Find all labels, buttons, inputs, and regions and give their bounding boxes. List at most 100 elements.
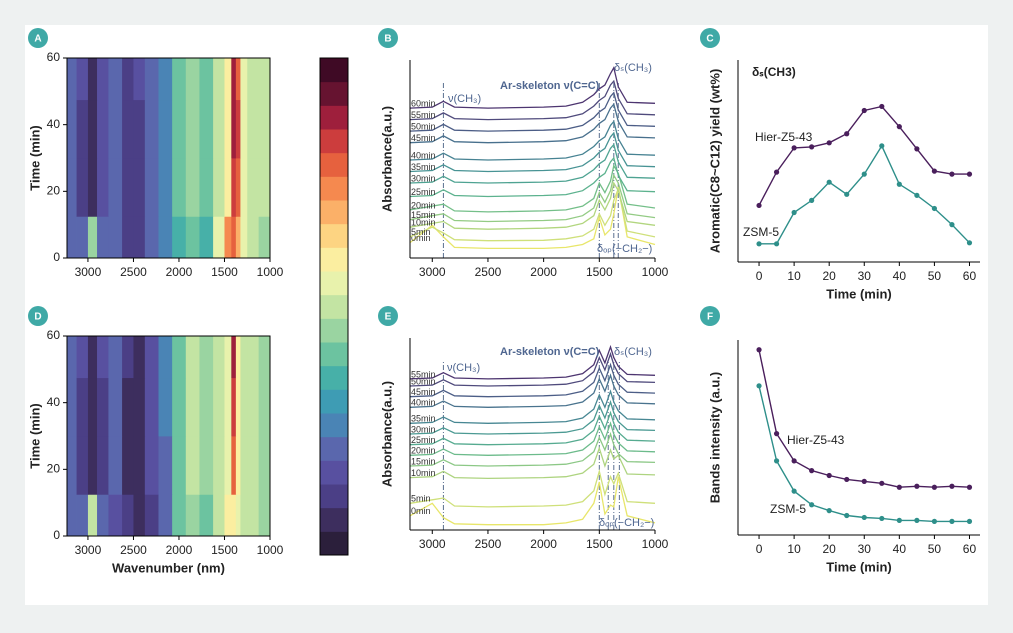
series-label: 45min <box>411 387 436 397</box>
heatmap-cell <box>87 436 98 495</box>
series-label: 10min <box>411 218 436 228</box>
point <box>914 517 920 523</box>
series-label: 35min <box>411 414 436 424</box>
spectrum-line <box>409 91 656 132</box>
heatmap-cell <box>185 99 200 159</box>
heatmap-cell <box>240 99 248 159</box>
spectrum-line <box>409 362 656 398</box>
heatmap-cell <box>144 216 159 259</box>
plot-frame <box>66 57 271 259</box>
heatmap-cell <box>247 436 260 495</box>
spectrum-line <box>409 181 656 230</box>
point <box>756 347 762 353</box>
heatmap-cell <box>67 336 77 379</box>
heatmap-cell <box>240 494 248 537</box>
heatmap-cell <box>133 158 146 217</box>
point <box>949 483 955 489</box>
point <box>756 202 762 209</box>
heatmap-cell <box>97 377 109 437</box>
heatmap-cell <box>185 216 200 259</box>
panel-letter: F <box>707 312 713 323</box>
heatmap-cell <box>235 494 241 537</box>
point <box>861 478 867 484</box>
heatmap-cell <box>122 436 134 495</box>
spectrum-line <box>409 468 656 508</box>
spectrum-line <box>409 446 656 480</box>
point <box>949 222 955 228</box>
heatmap-cell <box>158 436 173 495</box>
heatmap-cell <box>67 99 77 159</box>
series-label: 5min <box>411 227 431 237</box>
series-label: 25min <box>411 187 436 197</box>
heatmap-cell <box>235 336 241 379</box>
heatmap-cell <box>144 377 159 437</box>
y-tick-label: 40 <box>47 117 61 131</box>
heatmap-cell <box>158 336 173 379</box>
point <box>861 171 867 177</box>
panel-badge <box>700 28 720 48</box>
colorbar-step <box>320 365 348 390</box>
y-axis-label: Absorbance(a.u.) <box>379 106 394 212</box>
heatmap-cell <box>144 336 159 379</box>
heatmap-cell <box>87 99 98 159</box>
spectrum-line <box>409 163 656 213</box>
heatmap-cell <box>213 377 225 437</box>
heatmap-cell <box>133 336 146 379</box>
x-tick-label: 1500 <box>211 543 238 557</box>
heatmap-cell <box>185 158 200 217</box>
y-tick-label: 20 <box>47 184 61 198</box>
point <box>844 476 850 483</box>
heatmap-cell <box>213 158 225 217</box>
heatmap-cell <box>185 377 200 437</box>
series-label: 40min <box>411 150 436 160</box>
point <box>773 169 780 175</box>
heatmap-cell <box>224 99 232 159</box>
heatmap-cell <box>247 377 260 437</box>
colorbar-step <box>320 152 348 177</box>
series-label: 45min <box>411 133 436 143</box>
panel-letter: C <box>706 34 713 45</box>
spectrum-line <box>409 102 656 144</box>
spectrum-line <box>409 344 656 380</box>
heatmap-cell <box>122 377 134 437</box>
point <box>879 515 885 522</box>
series-label: 20min <box>411 446 436 456</box>
point <box>931 484 938 490</box>
y-axis-label: Time (min) <box>27 403 42 469</box>
x-tick-label: 0 <box>756 542 763 556</box>
point <box>879 103 885 110</box>
y-tick-label: 60 <box>47 50 61 64</box>
x-tick-label: 20 <box>823 542 837 556</box>
series-label: 20min <box>411 200 436 210</box>
heatmap-cell <box>122 158 134 217</box>
heatmap-cell <box>122 58 134 101</box>
heatmap-cell <box>199 336 214 379</box>
x-tick-label: 10 <box>787 542 801 556</box>
x-tick-label: 2000 <box>530 265 557 279</box>
colorbar-step <box>320 507 348 532</box>
point <box>896 517 902 523</box>
x-tick-label: 3000 <box>419 537 446 551</box>
heatmap-cell <box>133 436 146 495</box>
series-label: 15min <box>411 456 436 466</box>
point <box>809 197 815 203</box>
heatmap-cell <box>224 158 232 217</box>
x-tick-label: 2500 <box>475 265 502 279</box>
colorbar-frame <box>319 57 349 556</box>
point <box>791 145 797 151</box>
x-tick-label: 2000 <box>530 537 557 551</box>
series-label: 40min <box>411 398 436 408</box>
heatmap-cell <box>235 99 241 159</box>
spectrum-line <box>409 476 656 526</box>
heatmap-cell <box>235 216 241 259</box>
heatmap-cell <box>231 99 237 159</box>
annotation: Ar-skeleton ν(C=C) <box>500 346 600 358</box>
heatmap-cell <box>67 436 77 495</box>
spectrum-line <box>409 421 656 456</box>
series-label: 55min <box>411 369 436 379</box>
heatmap-cell <box>224 436 232 495</box>
point <box>826 472 832 479</box>
x-tick-label: 1000 <box>257 543 284 557</box>
heatmap-cell <box>133 58 146 101</box>
x-tick-label: 60 <box>963 542 977 556</box>
